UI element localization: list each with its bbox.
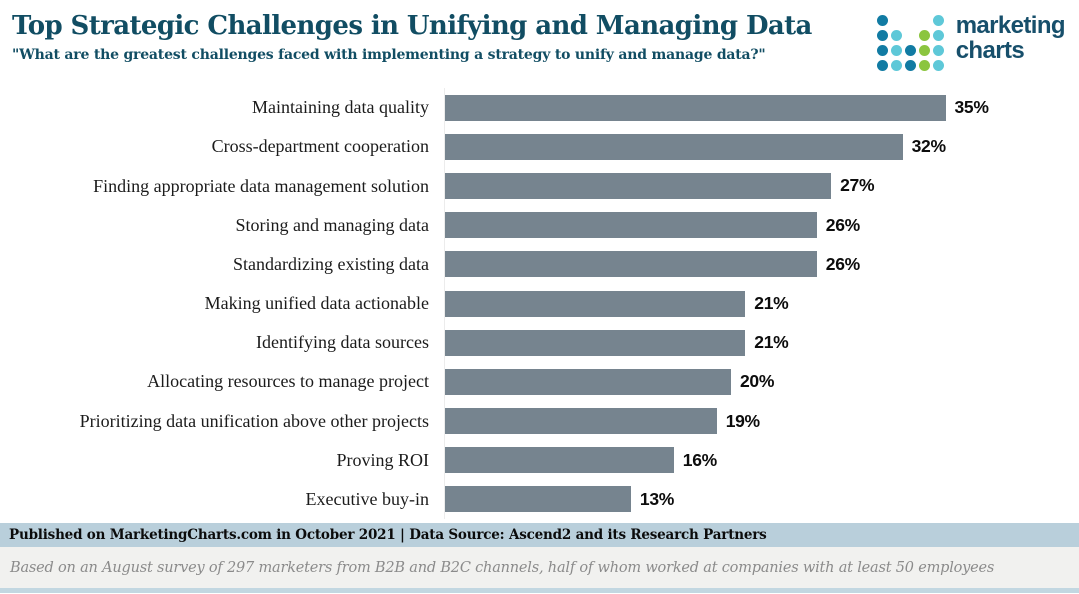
bar-track: 20% [444, 362, 1079, 402]
chart-row: Finding appropriate data management solu… [0, 166, 1079, 206]
chart-row: Executive buy-in 13% [0, 479, 1079, 520]
category-label: Standardizing existing data [233, 253, 429, 274]
bar [445, 212, 817, 239]
bar-track: 27% [444, 166, 1079, 206]
logo-dot [876, 30, 888, 41]
logo-wordmark-line1: marketing [955, 12, 1066, 39]
logo-dot [890, 45, 902, 56]
value-label: 20% [740, 371, 775, 392]
page-title: Top Strategic Challenges in Unifying and… [12, 11, 812, 41]
bar-track: 16% [444, 440, 1079, 480]
header: Top Strategic Challenges in Unifying and… [0, 0, 1079, 86]
logo-dot [890, 60, 902, 71]
value-label: 35% [954, 97, 989, 118]
logo-wordmark: marketing charts [955, 12, 1066, 64]
value-label: 26% [825, 253, 860, 274]
title-block: Top Strategic Challenges in Unifying and… [12, 11, 812, 64]
value-label: 21% [754, 332, 789, 353]
value-label: 21% [754, 293, 789, 314]
bar [445, 251, 817, 278]
bar [445, 133, 903, 160]
logo-dot [932, 60, 944, 71]
logo-dot [904, 45, 916, 56]
value-label: 26% [825, 214, 860, 235]
bar-track: 13% [444, 479, 1079, 520]
logo-dot [932, 15, 944, 26]
chart-row: Maintaining data quality 35% [0, 88, 1079, 128]
chart-row: Standardizing existing data 26% [0, 244, 1079, 284]
marketingcharts-logo: marketing charts [876, 12, 1066, 75]
category-label: Identifying data sources [256, 332, 429, 353]
category-label: Prioritizing data unification above othe… [79, 410, 429, 431]
value-label: 27% [840, 175, 875, 196]
bar [445, 94, 946, 121]
bar-chart: Maintaining data quality 35% Cross-departm… [0, 88, 1079, 520]
chart-row: Identifying data sources 21% [0, 323, 1079, 363]
category-label: Finding appropriate data management solu… [93, 175, 429, 196]
logo-dot [918, 45, 930, 56]
category-label: Allocating resources to manage project [147, 371, 429, 392]
logo-dot [918, 30, 930, 41]
chart-row: Allocating resources to manage project 20… [0, 362, 1079, 402]
logo-dot [876, 45, 888, 56]
logo-dot [904, 60, 916, 71]
methodology-note: Based on an August survey of 297 markete… [0, 547, 1079, 589]
logo-dot [918, 60, 930, 71]
survey-question-subtitle: "What are the greatest challenges faced … [12, 47, 766, 64]
bar-track: 21% [444, 283, 1079, 324]
value-label: 16% [682, 449, 717, 470]
logo-dot [876, 60, 888, 71]
category-label: Maintaining data quality [252, 97, 429, 118]
category-label: Proving ROI [336, 449, 429, 470]
chart-row: Proving ROI 16% [0, 440, 1079, 480]
logo-wordmark-line2: charts [955, 37, 1025, 64]
bottom-accent-strip [0, 588, 1079, 594]
bar-track: 26% [444, 244, 1079, 284]
bar [445, 329, 746, 356]
chart-row: Prioritizing data unification above othe… [0, 401, 1079, 441]
bar-track: 26% [444, 205, 1079, 245]
bar-track: 19% [444, 401, 1079, 441]
chart-row: Cross-department cooperation 32% [0, 127, 1079, 167]
logo-dot [932, 45, 944, 56]
bar [445, 486, 631, 513]
bar [445, 290, 746, 317]
category-label: Executive buy-in [305, 489, 429, 510]
bar-track: 32% [444, 127, 1079, 167]
value-label: 13% [639, 488, 675, 509]
logo-dot [890, 30, 902, 41]
published-bar: Published on MarketingCharts.com in Octo… [0, 523, 1079, 548]
category-label: Making unified data actionable [204, 293, 429, 314]
bar-track: 21% [444, 323, 1079, 363]
category-label: Storing and managing data [235, 214, 429, 235]
value-label: 19% [725, 410, 760, 431]
bar [445, 368, 731, 395]
bar-track: 35% [444, 88, 1079, 128]
value-label: 32% [911, 136, 946, 157]
chart-row: Storing and managing data 26% [0, 205, 1079, 245]
bar [445, 172, 832, 199]
logo-dot [932, 30, 944, 41]
bar [445, 447, 674, 474]
logo-dot [876, 15, 888, 26]
logo-dots-icon [876, 15, 947, 75]
category-label: Cross-department cooperation [211, 136, 429, 157]
bar [445, 408, 717, 435]
chart-row: Making unified data actionable 21% [0, 283, 1079, 324]
